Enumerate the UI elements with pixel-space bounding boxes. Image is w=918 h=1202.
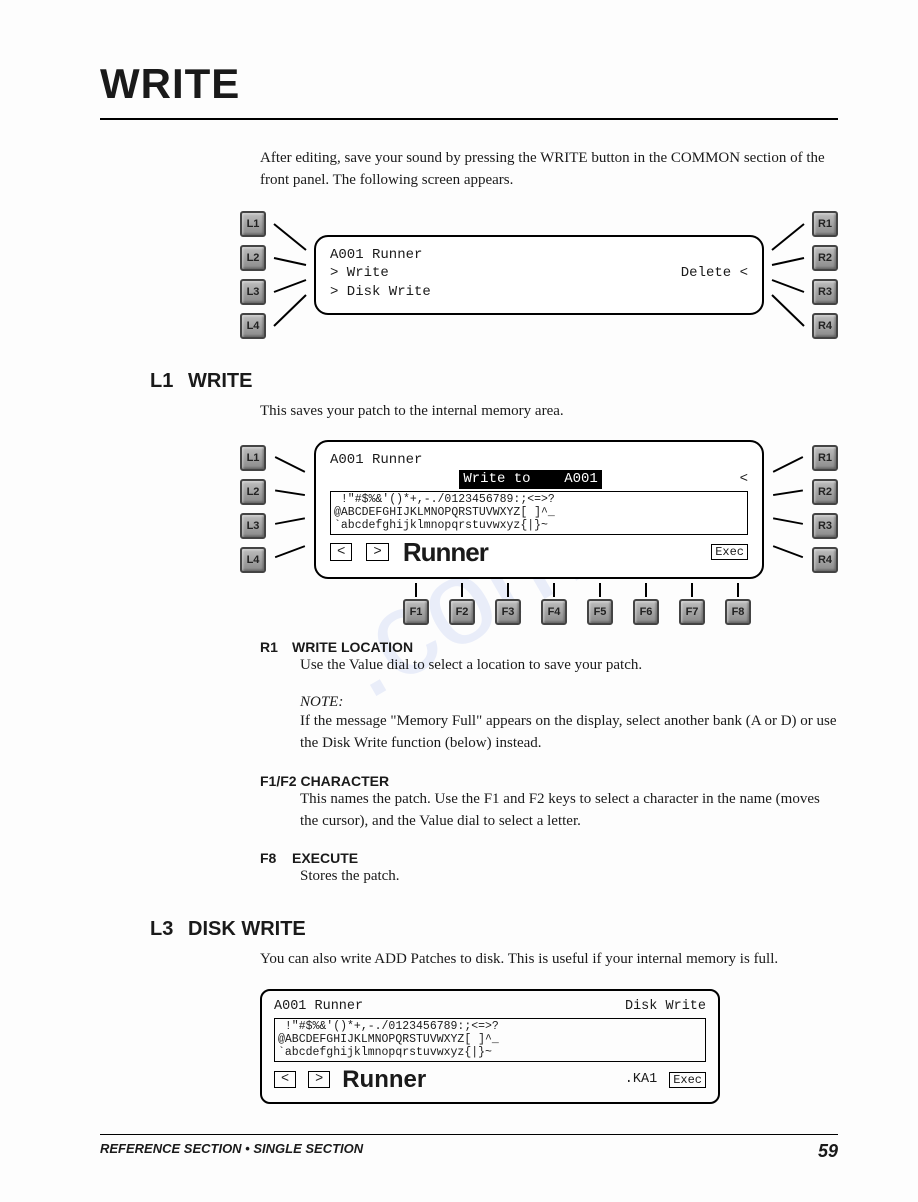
hw-button-f3: F3 bbox=[495, 599, 521, 625]
screen3-lcd: A001 Runner Disk Write !"#$%&'()*+,-./012… bbox=[260, 989, 720, 1104]
s1-title: A001 Runner bbox=[330, 246, 422, 265]
s3-nav-right: > bbox=[308, 1071, 330, 1088]
hw-button-f5: F5 bbox=[587, 599, 613, 625]
footer-left: REFERENCE SECTION • SINGLE SECTION bbox=[100, 1141, 363, 1162]
f8-heading: F8EXECUTE bbox=[260, 850, 838, 866]
r1-note: If the message "Memory Full" appears on … bbox=[300, 711, 838, 755]
s2-big-name: Runner bbox=[403, 537, 488, 568]
r1-text: Use the Value dial to select a location … bbox=[300, 655, 838, 677]
page-title: WRITE bbox=[100, 60, 838, 108]
hw-button-r4: R4 bbox=[812, 313, 838, 339]
s2-title: A001 Runner bbox=[330, 451, 422, 470]
hw-button-r4: R4 bbox=[812, 547, 838, 573]
hw-button-r3: R3 bbox=[812, 513, 838, 539]
hw-button-f1: F1 bbox=[403, 599, 429, 625]
hw-button-l2: L2 bbox=[240, 245, 266, 271]
f8-text: Stores the patch. bbox=[300, 866, 838, 888]
s1-write: > Write bbox=[330, 264, 389, 283]
r1-note-label: NOTE: bbox=[300, 694, 838, 711]
hw-button-r1: R1 bbox=[812, 211, 838, 237]
l3-heading: L3DISK WRITE bbox=[150, 918, 838, 941]
s2-nav-right: > bbox=[366, 543, 388, 561]
footer-rule bbox=[100, 1134, 838, 1135]
s1-delete: Delete < bbox=[681, 264, 748, 283]
s3-ext: .KA1 bbox=[625, 1072, 657, 1087]
hw-button-f2: F2 bbox=[449, 599, 475, 625]
page-number: 59 bbox=[818, 1141, 838, 1162]
hw-button-l4: L4 bbox=[240, 313, 266, 339]
s3-charset: !"#$%&'()*+,-./0123456789:;<=>?@ABCDEFGH… bbox=[274, 1018, 706, 1062]
intro-text: After editing, save your sound by pressi… bbox=[260, 148, 838, 192]
hw-button-r3: R3 bbox=[812, 279, 838, 305]
hw-button-f6: F6 bbox=[633, 599, 659, 625]
l1-text: This saves your patch to the internal me… bbox=[260, 401, 838, 423]
s3-nav-left: < bbox=[274, 1071, 296, 1088]
hw-button-f7: F7 bbox=[679, 599, 705, 625]
hw-button-l3: L3 bbox=[240, 513, 266, 539]
s3-right-title: Disk Write bbox=[625, 999, 706, 1014]
title-rule bbox=[100, 118, 838, 120]
s2-nav-left: < bbox=[330, 543, 352, 561]
screen2-diagram: L1 L2 L3 L4 A001 Runner Write to A001 < !"#… bbox=[240, 440, 838, 624]
s3-exec: Exec bbox=[669, 1072, 706, 1088]
f1f2-text: This names the patch. Use the F1 and F2 … bbox=[300, 789, 838, 833]
l3-text: You can also write ADD Patches to disk. … bbox=[260, 949, 838, 971]
s2-charset: !"#$%&'()*+,-./0123456789:;<=>?@ABCDEFGH… bbox=[330, 491, 748, 535]
hw-button-r1: R1 bbox=[812, 445, 838, 471]
hw-button-l3: L3 bbox=[240, 279, 266, 305]
screen1-lcd: A001 Runner > Write Delete < > Disk Write bbox=[314, 235, 764, 315]
s2-write-to: Write to A001 bbox=[459, 470, 601, 489]
screen2-lcd: A001 Runner Write to A001 < !"#$%&'()*+,… bbox=[314, 440, 764, 578]
hw-button-r2: R2 bbox=[812, 245, 838, 271]
hw-button-l1: L1 bbox=[240, 445, 266, 471]
s1-diskwrite: > Disk Write bbox=[330, 283, 431, 302]
hw-button-l2: L2 bbox=[240, 479, 266, 505]
f1f2-heading: F1/F2 CHARACTER bbox=[260, 773, 838, 789]
hw-button-f8: F8 bbox=[725, 599, 751, 625]
s2-exec: Exec bbox=[711, 544, 748, 560]
screen1-diagram: L1 L2 L3 L4 A001 Runner > Write Delete < > D… bbox=[240, 210, 838, 340]
hw-button-l1: L1 bbox=[240, 211, 266, 237]
hw-button-l4: L4 bbox=[240, 547, 266, 573]
hw-button-r2: R2 bbox=[812, 479, 838, 505]
s3-title: A001 Runner bbox=[274, 999, 363, 1014]
hw-button-f4: F4 bbox=[541, 599, 567, 625]
r1-heading: R1WRITE LOCATION bbox=[260, 639, 838, 655]
s3-big-name: Runner bbox=[342, 1066, 426, 1094]
l1-heading: L1WRITE bbox=[150, 370, 838, 393]
